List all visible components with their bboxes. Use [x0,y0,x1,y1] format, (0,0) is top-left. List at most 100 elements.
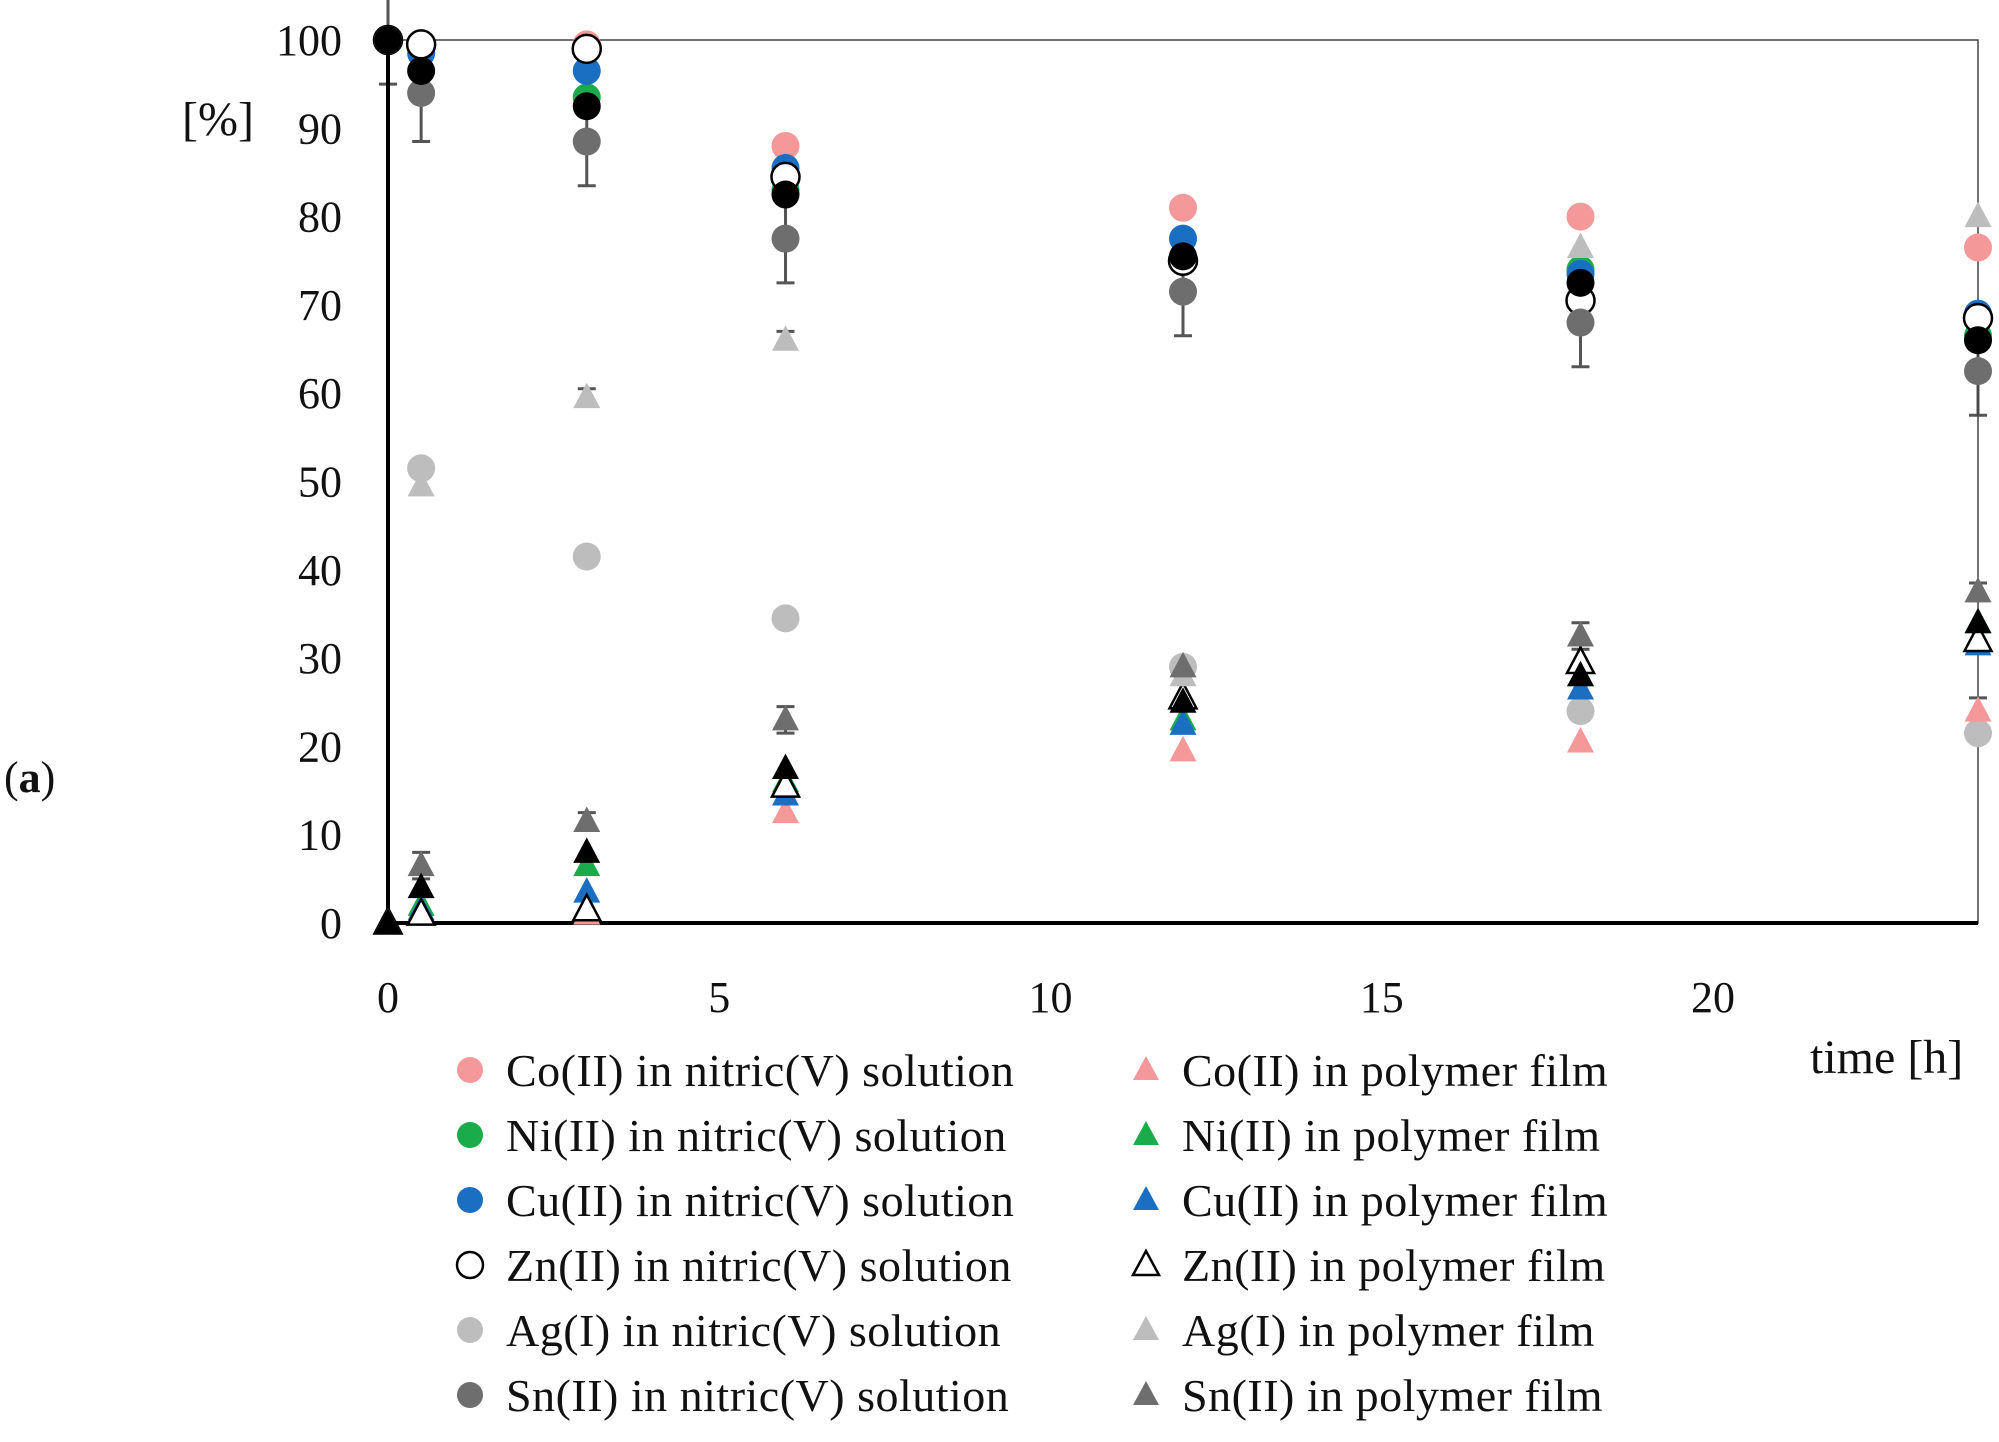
data-point-circle [1964,326,1992,355]
plot-border [387,39,1979,924]
legend-triangle-icon [1133,1186,1159,1210]
data-point-circle [771,224,800,253]
data-point-triangle [1964,696,1992,722]
y-tick-label: 30 [298,634,342,683]
data-point-circle [1169,193,1197,222]
legend-item: Co(II) in polymer film [1126,1040,1608,1100]
plot-frame [386,39,1979,925]
y-tick-label: 50 [298,458,342,507]
data-point-circle [771,131,800,160]
data-point-triangle [772,325,799,351]
legend-label: Co(II) in polymer film [1182,1044,1609,1096]
panel-letter: a [18,753,41,802]
data-point-triangle [769,768,802,798]
data-point-triangle [374,908,402,934]
legend-item: Co(II) in nitric(V) solution [450,1040,1014,1100]
data-point-triangle [1169,709,1197,735]
legend-triangle-icon [1133,1121,1159,1145]
legend-label: Co(II) in nitric(V) solution [506,1044,1015,1096]
data-point-circle [374,26,402,54]
data-point-triangle [1964,576,1992,603]
panel-label: (a) [4,753,56,802]
data-point-circle [571,33,602,65]
data-point-triangle [1169,651,1197,678]
x-tick-label: 5 [708,973,730,1022]
data-point-triangle [571,892,603,922]
axis-ticks: 0 10 20 30 40 50 60 70 80 90 100 0 5 10 15 20 [276,16,1735,1022]
data-point-triangle [573,806,601,832]
data-markers [372,24,1994,935]
data-point-circle [1566,308,1595,337]
legend-circle-icon [457,1187,483,1213]
data-point-circle [1566,268,1595,297]
data-point-circle [407,78,436,107]
legend-circle-icon [457,1057,483,1083]
data-point-triangle [1567,621,1594,647]
data-point-triangle [772,797,799,824]
data-point-triangle [405,896,437,926]
legend-item: Ni(II) in polymer film [1126,1105,1601,1165]
legend-circle-icon [457,1122,483,1148]
data-point-circle [1566,202,1595,231]
legend-item: Sn(II) in polymer film [1126,1365,1603,1425]
y-axis-label: [%] [182,93,254,146]
legend-circle-icon [455,1250,485,1280]
data-point-triangle [1962,622,1994,653]
legend-item: Ag(I) in polymer film [1126,1300,1595,1360]
legend-item: Ni(II) in nitric(V) solution [450,1105,1007,1165]
data-point-circle [407,56,436,85]
legend-label: Sn(II) in polymer film [1182,1369,1604,1421]
y-tick-label: 20 [298,722,342,771]
legend-item: Zn(II) in polymer film [1126,1235,1606,1295]
data-point-circle [771,604,800,633]
y-tick-label: 70 [298,281,342,330]
y-tick-label: 10 [298,811,342,860]
y-tick-label: 90 [298,104,342,153]
data-point-circle [405,29,437,60]
data-point-triangle [1567,674,1594,700]
data-point-triangle [407,470,435,497]
data-point-circle [1964,233,1992,262]
data-point-circle [1964,357,1992,386]
legend-label: Cu(II) in nitric(V) solution [506,1174,1015,1226]
y-tick-label: 100 [276,16,342,65]
data-point-triangle [407,850,435,877]
data-point-triangle [1169,687,1197,713]
legend-circle-icon [457,1317,483,1343]
legend-label: Sn(II) in nitric(V) solution [506,1369,1010,1421]
data-point-triangle [573,382,601,409]
data-point-circle [572,56,601,85]
data-point-circle [407,454,436,483]
legend-item: Zn(II) in nitric(V) solution [450,1235,1012,1295]
y-tick-label: 60 [298,369,342,418]
x-tick-label: 10 [1029,973,1073,1022]
data-point-triangle [1567,232,1594,259]
data-point-triangle [1169,735,1197,762]
legend-item: Cu(II) in nitric(V) solution [450,1170,1014,1230]
data-point-triangle [1964,607,1992,634]
legend-label: Zn(II) in polymer film [1182,1239,1606,1291]
y-tick-label: 80 [298,193,342,242]
data-point-triangle [1567,726,1594,753]
data-point-circle [572,542,601,571]
legend-label: Ag(I) in nitric(V) solution [506,1304,1002,1356]
data-point-triangle [1567,660,1594,687]
legend-label: Zn(II) in nitric(V) solution [506,1239,1012,1291]
legend-circle-icon [457,1382,483,1408]
x-tick-label: 15 [1360,973,1404,1022]
data-point-circle [1169,277,1197,306]
data-point-circle [1964,719,1992,748]
legend-triangle-icon [1133,1056,1159,1080]
data-point-triangle [573,837,601,863]
legend-label: Ag(I) in polymer film [1182,1304,1595,1356]
data-point-circle [572,92,601,121]
data-point-triangle [407,872,435,899]
legend-triangle-icon [1133,1316,1159,1340]
legend-triangle-icon [1130,1248,1162,1277]
x-tick-label: 0 [377,973,399,1022]
data-point-circle [771,180,800,209]
legend-triangle-icon [1133,1381,1159,1405]
legend-item: Cu(II) in polymer film [1126,1170,1608,1230]
legend-label: Ni(II) in polymer film [1182,1109,1601,1161]
data-point-triangle [772,753,799,779]
